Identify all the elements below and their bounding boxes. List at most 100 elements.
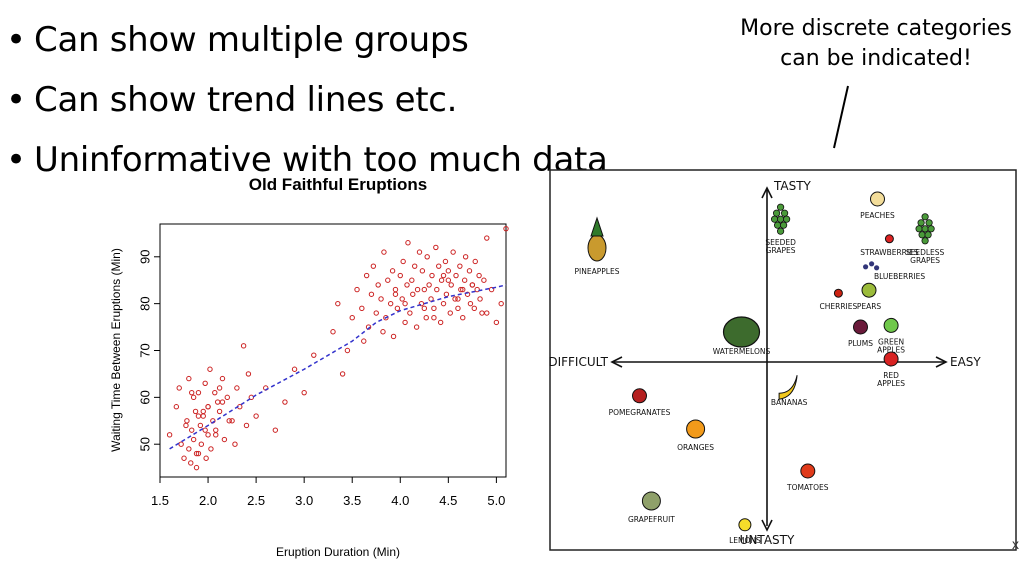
data-point bbox=[197, 422, 204, 429]
fruit-pomegranates: POMEGRANATES bbox=[609, 388, 671, 417]
apple-red-icon bbox=[883, 351, 899, 367]
data-point bbox=[193, 450, 200, 457]
data-point bbox=[253, 413, 259, 419]
fruit-bananas: BANANAS bbox=[771, 375, 808, 407]
grape-icon bbox=[921, 213, 929, 221]
data-point bbox=[344, 347, 351, 354]
bullet-marker: • bbox=[6, 20, 26, 60]
tasty-arrowhead bbox=[761, 186, 773, 199]
fruit-label-line2: GRAPES bbox=[910, 256, 940, 265]
fruit-label-line2: APPLES bbox=[877, 379, 905, 388]
axis-label-easy: EASY bbox=[950, 355, 981, 369]
data-point bbox=[354, 286, 360, 293]
fruit-watermelons: WATERMELONS bbox=[713, 316, 770, 356]
data-point bbox=[212, 389, 218, 396]
fruit-label: BLUEBERRIES bbox=[874, 272, 925, 281]
data-point bbox=[216, 385, 223, 391]
fruit-quadrant-chart: TASTY UNTASTY DIFFICULT EASY PINEAPPLES S… bbox=[548, 169, 1017, 551]
data-point bbox=[195, 413, 202, 419]
data-point bbox=[445, 268, 452, 274]
data-point bbox=[359, 305, 365, 312]
x-tick-label: 2.5 bbox=[247, 493, 265, 508]
data-point bbox=[381, 249, 387, 255]
data-point bbox=[189, 389, 195, 396]
data-point bbox=[390, 333, 397, 340]
data-point bbox=[426, 282, 432, 288]
data-point bbox=[203, 455, 209, 461]
fruit-peaches: PEACHES bbox=[860, 191, 895, 220]
fruit-label: PLUMS bbox=[848, 339, 873, 348]
lemon-icon bbox=[738, 518, 752, 532]
data-point bbox=[219, 399, 226, 405]
x-axis-label: Eruption Duration (Min) bbox=[276, 545, 400, 559]
data-point bbox=[476, 272, 482, 279]
data-point bbox=[479, 310, 485, 316]
data-point bbox=[219, 375, 226, 382]
data-point bbox=[195, 450, 202, 457]
fruit-lemons: LEMONS bbox=[729, 518, 761, 545]
data-point bbox=[200, 408, 206, 415]
axis-label-difficult: DIFFICULT bbox=[548, 355, 608, 369]
bullet-text: Uninformative with too much data bbox=[34, 140, 608, 180]
data-point bbox=[467, 300, 474, 307]
fruit-label: PEACHES bbox=[860, 211, 895, 220]
data-point bbox=[240, 343, 247, 349]
data-point bbox=[404, 282, 410, 288]
callout-line-2: can be indicated! bbox=[780, 46, 972, 71]
fruit-pineapples: PINEAPPLES bbox=[575, 216, 620, 276]
fruit-oranges: ORANGES bbox=[677, 419, 714, 452]
grapefruit-icon bbox=[641, 491, 661, 511]
data-point bbox=[438, 277, 445, 283]
data-point bbox=[245, 371, 252, 377]
data-point bbox=[368, 291, 375, 297]
fruit-label: PINEAPPLES bbox=[575, 267, 620, 276]
data-point bbox=[442, 258, 449, 265]
bullet-item: • Can show multiple groups bbox=[6, 10, 608, 70]
axis-label-tasty: TASTY bbox=[773, 179, 812, 193]
grape-icon bbox=[925, 219, 933, 227]
data-point bbox=[440, 300, 447, 307]
data-point bbox=[484, 310, 490, 316]
grape-icon bbox=[918, 231, 926, 239]
data-point bbox=[407, 310, 413, 316]
blueberry-icon bbox=[863, 264, 869, 270]
plum-icon bbox=[853, 319, 868, 335]
axis-label-untasty: UNTASTY bbox=[740, 533, 795, 547]
trend-line bbox=[169, 284, 507, 450]
data-point bbox=[330, 329, 336, 335]
grape-icon bbox=[774, 221, 782, 229]
scatter-chart: Old Faithful Eruptions 1.5 2.0 2.5 3.0 3.5 4.… bbox=[109, 175, 509, 559]
data-point bbox=[272, 427, 279, 433]
data-point bbox=[226, 418, 232, 424]
data-point bbox=[221, 436, 228, 443]
fruit-label: PEARS bbox=[857, 302, 882, 311]
grape-icon bbox=[924, 231, 932, 239]
peach-icon bbox=[870, 191, 885, 207]
fruit-label: ORANGES bbox=[677, 443, 714, 452]
data-point bbox=[339, 371, 346, 377]
fruit-label: SEEDLESS bbox=[906, 248, 945, 257]
blueberry-icon bbox=[869, 261, 875, 267]
difficult-arrowhead bbox=[610, 356, 623, 368]
chart-title: Old Faithful Eruptions bbox=[249, 175, 427, 194]
grape-icon bbox=[921, 237, 929, 245]
data-point bbox=[394, 305, 401, 312]
data-point bbox=[184, 418, 190, 424]
data-point bbox=[202, 427, 208, 433]
grape-icon bbox=[781, 209, 789, 217]
data-point bbox=[397, 272, 403, 279]
data-point bbox=[466, 268, 473, 274]
data-point bbox=[424, 254, 430, 260]
data-point bbox=[402, 300, 408, 307]
fruit-label: RED bbox=[883, 371, 899, 380]
data-point bbox=[205, 404, 211, 410]
grape-icon bbox=[917, 219, 925, 227]
data-point bbox=[373, 310, 379, 316]
data-point bbox=[383, 315, 389, 321]
strawberry-icon bbox=[884, 234, 894, 244]
data-point bbox=[410, 291, 416, 297]
data-point bbox=[460, 315, 466, 321]
data-point bbox=[349, 315, 355, 321]
data-point bbox=[488, 286, 495, 293]
